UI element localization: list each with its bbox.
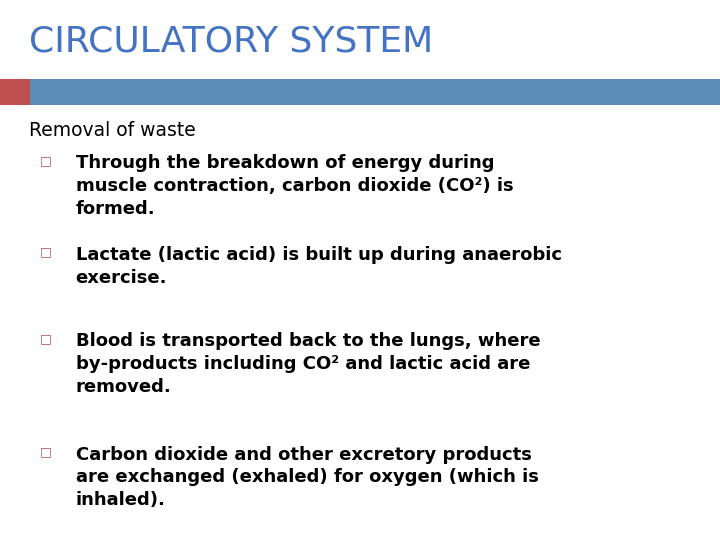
Text: Through the breakdown of energy during
muscle contraction, carbon dioxide (CO²) : Through the breakdown of energy during m… (76, 154, 513, 218)
Text: Blood is transported back to the lungs, where
by-products including CO² and lact: Blood is transported back to the lungs, … (76, 332, 540, 396)
Text: CIRCULATORY SYSTEM: CIRCULATORY SYSTEM (29, 24, 433, 58)
Text: Carbon dioxide and other excretory products
are exchanged (exhaled) for oxygen (: Carbon dioxide and other excretory produ… (76, 446, 539, 509)
Bar (0, 79, 30, 105)
Text: □: □ (40, 154, 51, 167)
Text: □: □ (40, 246, 51, 259)
Text: □: □ (40, 332, 51, 345)
Text: Lactate (lactic acid) is built up during anaerobic
exercise.: Lactate (lactic acid) is built up during… (76, 246, 562, 287)
Text: □: □ (40, 446, 51, 458)
Text: Removal of waste: Removal of waste (29, 122, 196, 140)
Bar (30, 79, 720, 105)
